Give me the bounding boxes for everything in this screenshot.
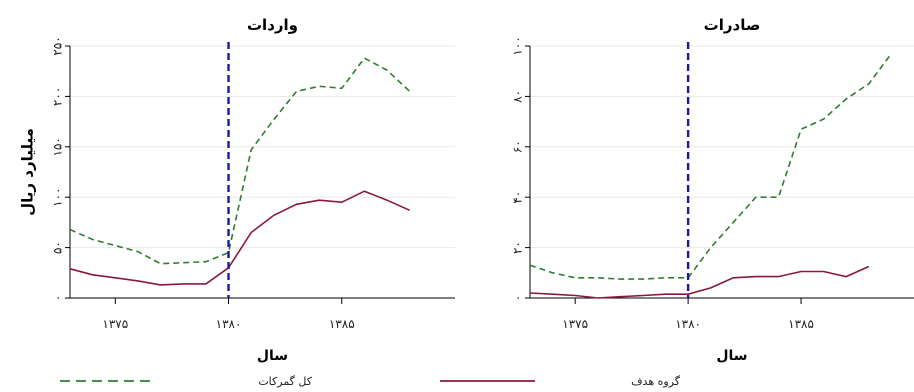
y-tick-label: ۲۰۰ [51, 87, 65, 106]
x-axis-label: سال [716, 348, 747, 364]
panel-title: واردات [247, 16, 298, 34]
legend-label-total: کل گمرکات [258, 375, 312, 388]
series-line-target [69, 190, 411, 286]
y-tick-label: ۱۵۰ [51, 137, 65, 156]
y-tick-label: ۱۰۰ [51, 188, 65, 207]
series-line-total [529, 53, 893, 280]
x-tick-label: ۱۳۷۵ [102, 317, 128, 331]
series-line-target [529, 265, 870, 299]
y-tick-label: ۰ [511, 295, 525, 301]
y-tick-label: ۴۰ [511, 191, 525, 204]
x-tick-label: ۱۳۸۰ [675, 317, 701, 331]
x-axis-label: سال [257, 348, 288, 364]
y-axis-label: میلیارد ریال [19, 128, 37, 216]
panel-title: صادرات [704, 16, 761, 34]
y-tick-label: ۸۰ [511, 90, 525, 103]
x-tick-label: ۱۳۸۵ [329, 317, 355, 331]
series-line-total [69, 57, 411, 265]
legend-label-target: گروه هدف [631, 375, 681, 388]
x-tick-label: ۱۳۷۵ [562, 317, 588, 331]
x-tick-label: ۱۳۸۵ [788, 317, 814, 331]
y-tick-label: ۱۰۰ [511, 36, 525, 55]
y-tick-label: ۰ [51, 295, 65, 301]
x-tick-label: ۱۳۸۰ [216, 317, 242, 331]
y-tick-label: ۵۰ [51, 241, 65, 254]
y-tick-label: ۲۵۰ [51, 36, 65, 55]
y-tick-label: ۲۰ [511, 241, 525, 254]
y-tick-label: ۶۰ [511, 140, 525, 153]
